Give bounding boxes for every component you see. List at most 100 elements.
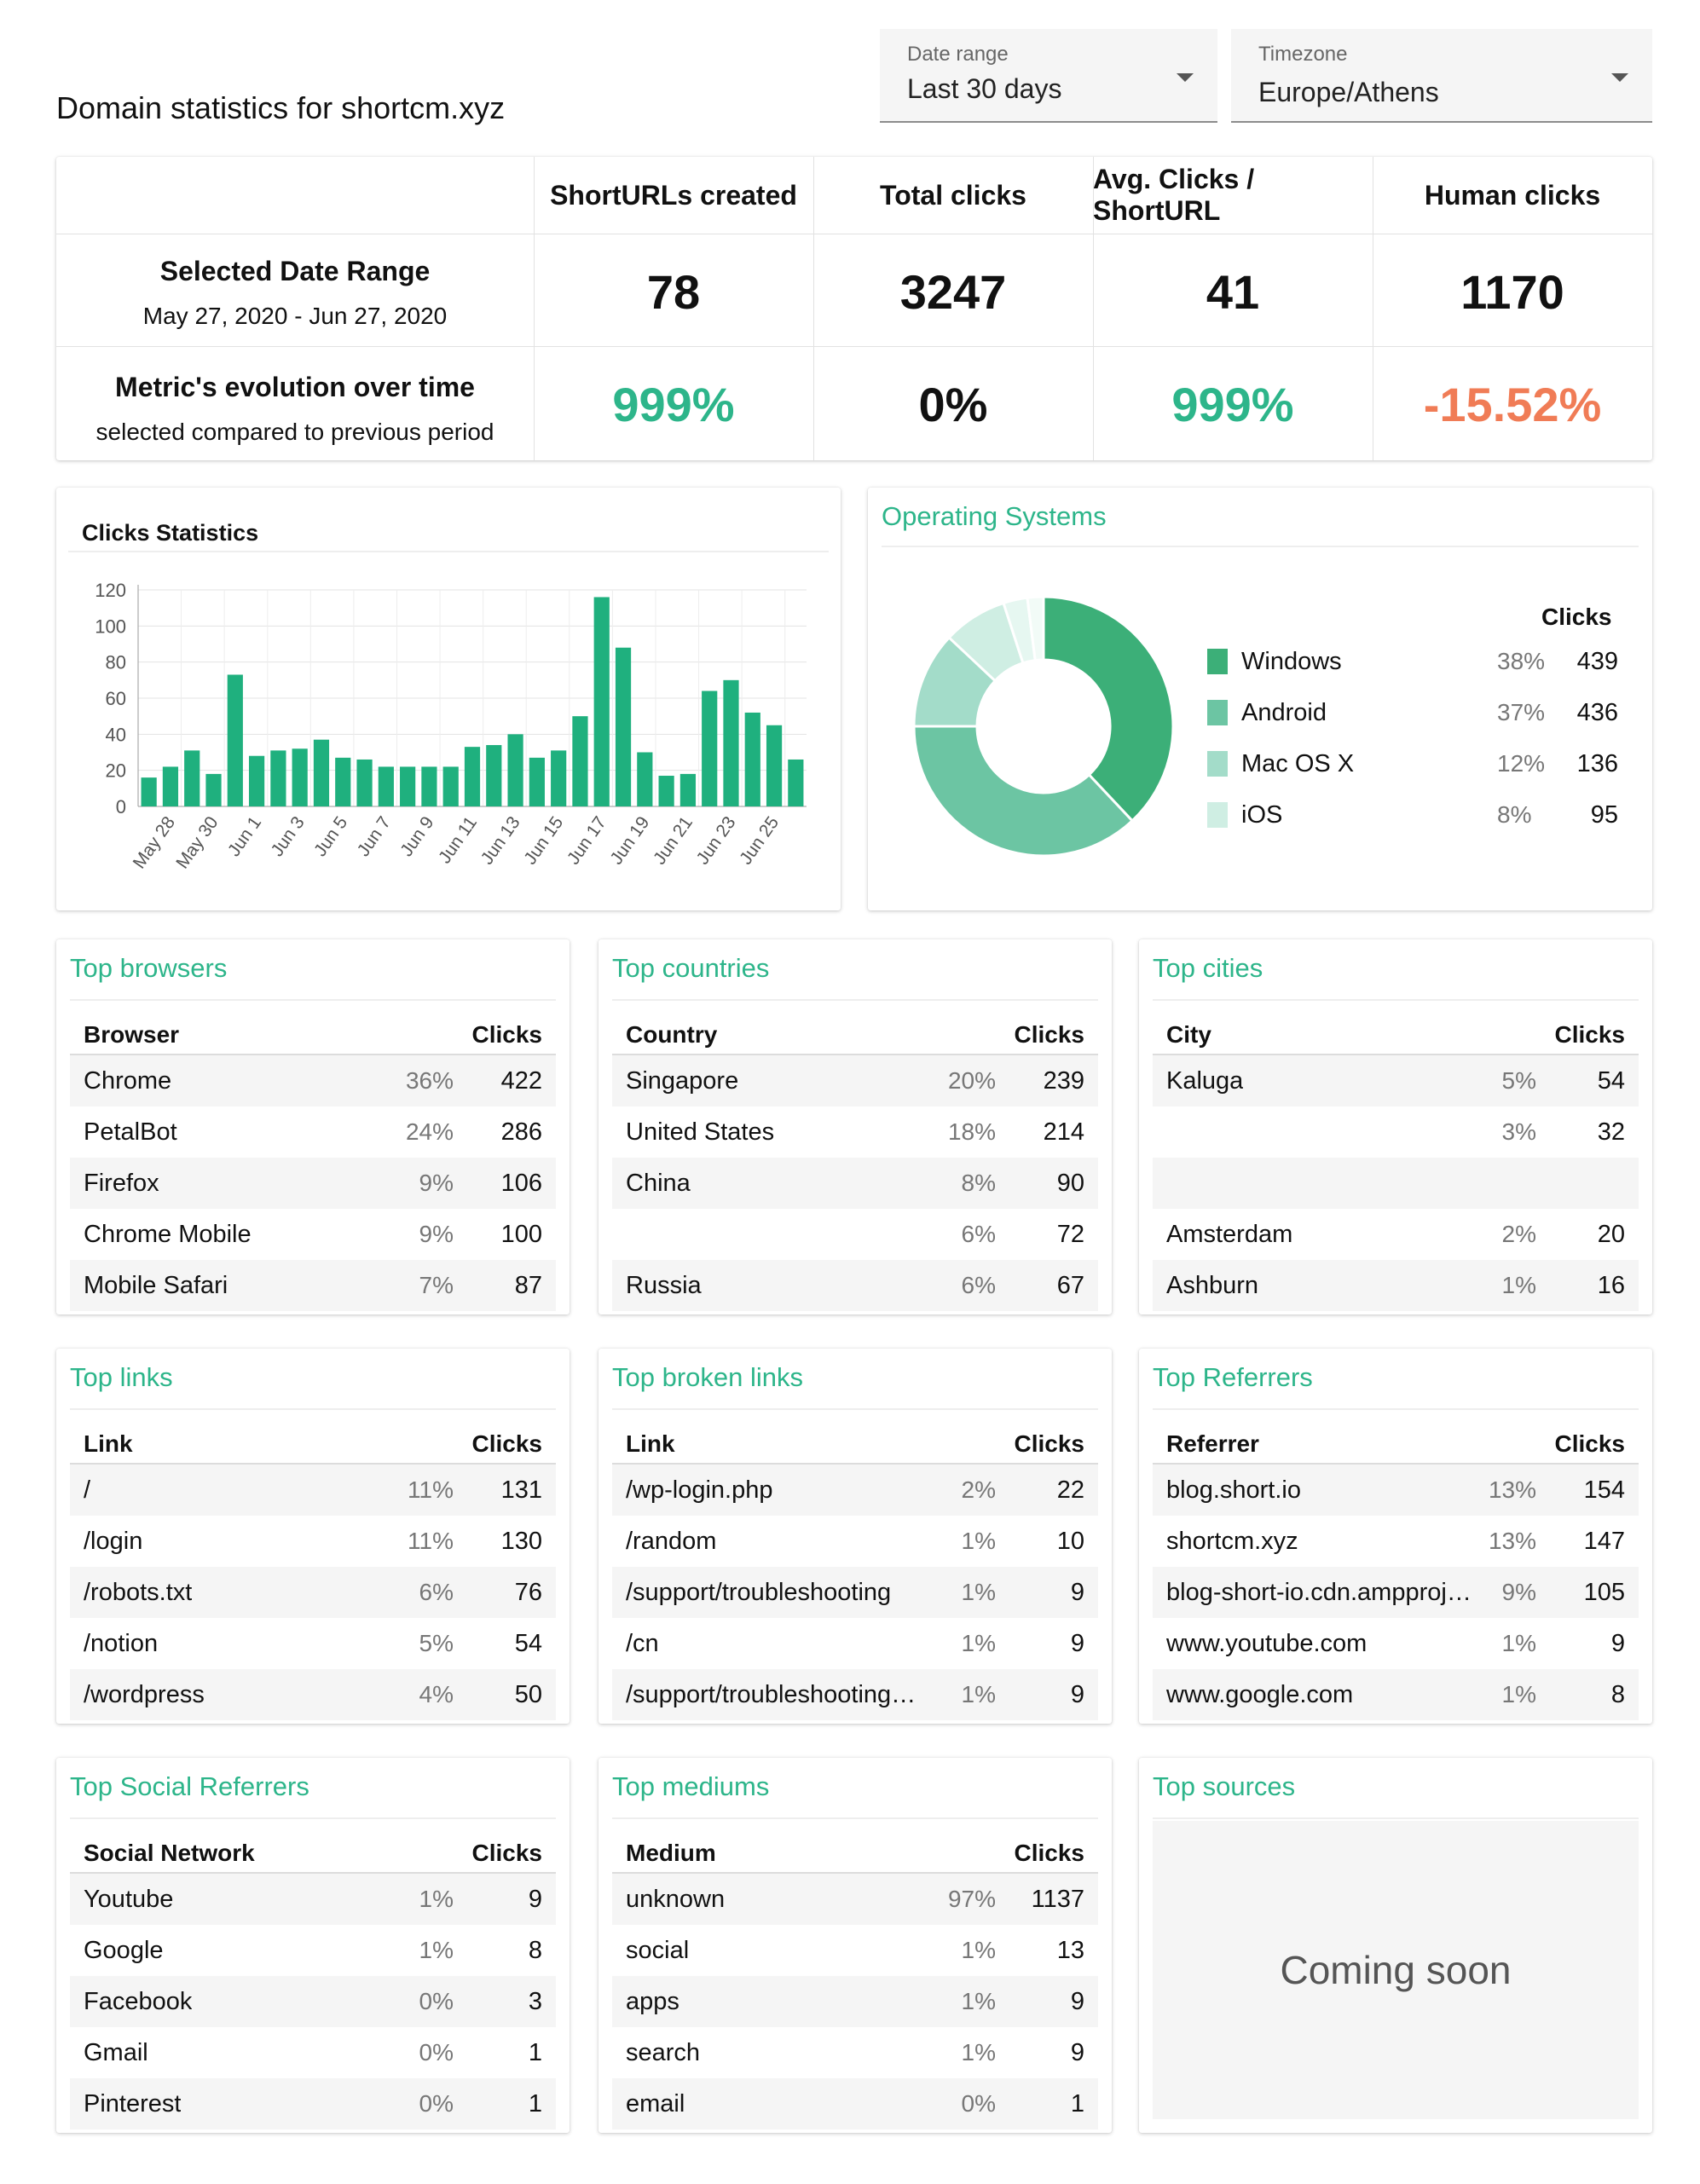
table-row[interactable]: Pinterest 0% 1 bbox=[70, 2078, 556, 2129]
table-row[interactable]: search 1% 9 bbox=[612, 2027, 1098, 2078]
row-percent: 1% bbox=[1501, 1681, 1536, 1707]
table-row[interactable]: /support/troubleshooting 1% 9 bbox=[612, 1567, 1098, 1618]
row-name: unknown bbox=[626, 1886, 726, 1913]
col-clicks-header: Clicks bbox=[1014, 1021, 1085, 1048]
panel-title: Top broken links bbox=[612, 1362, 804, 1392]
row-name: apps bbox=[626, 1988, 679, 2015]
os-clicks: 136 bbox=[1576, 750, 1618, 777]
panel-referrers: Top Referrers Referrer Clicks blog.short.io… bbox=[1139, 1349, 1652, 1724]
table-header: Browser Clicks bbox=[70, 1013, 556, 1055]
legend-swatch bbox=[1207, 649, 1228, 674]
bar bbox=[356, 759, 373, 806]
total-clicks-value: 3247 bbox=[899, 264, 1007, 319]
row-percent: 97% bbox=[947, 1886, 996, 1912]
row-name: www.google.com bbox=[1166, 1681, 1354, 1708]
table-row[interactable]: Russia 6% 67 bbox=[612, 1260, 1098, 1311]
table-row[interactable]: unknown 97% 1137 bbox=[612, 1874, 1098, 1925]
row-percent: 7% bbox=[419, 1272, 454, 1298]
table-row[interactable]: /wp-login.php 2% 22 bbox=[612, 1465, 1098, 1516]
os-percent: 12% bbox=[1497, 750, 1546, 777]
os-name: Android bbox=[1241, 699, 1327, 726]
x-tick-label: Jun 9 bbox=[396, 813, 437, 860]
os-legend-item[interactable]: Windows 38% 439 bbox=[1207, 638, 1618, 689]
row-percent: 13% bbox=[1488, 1528, 1536, 1554]
bar bbox=[637, 752, 653, 806]
table-row[interactable]: social 1% 13 bbox=[612, 1925, 1098, 1976]
table-row[interactable]: /login 11% 130 bbox=[70, 1516, 556, 1567]
row-percent: 11% bbox=[408, 1476, 454, 1503]
row-clicks: 72 bbox=[1056, 1221, 1084, 1248]
row-percent: 4% bbox=[419, 1681, 454, 1707]
y-tick-label: 120 bbox=[95, 580, 126, 601]
donut-slice[interactable] bbox=[1042, 595, 1175, 823]
table-row[interactable]: /random 1% 10 bbox=[612, 1516, 1098, 1567]
table-row[interactable]: Chrome 36% 422 bbox=[70, 1055, 556, 1106]
os-legend-item[interactable]: Mac OS X 12% 136 bbox=[1207, 740, 1618, 791]
table-row[interactable]: apps 1% 9 bbox=[612, 1976, 1098, 2027]
row-clicks: 239 bbox=[1043, 1067, 1084, 1095]
table-row[interactable]: Mobile Safari 7% 87 bbox=[70, 1260, 556, 1311]
row-clicks: 9 bbox=[1070, 1579, 1084, 1606]
bar bbox=[572, 716, 588, 806]
row-percent: 1% bbox=[1501, 1630, 1536, 1656]
table-row[interactable]: /robots.txt 6% 76 bbox=[70, 1567, 556, 1618]
os-legend-item[interactable]: iOS 8% 95 bbox=[1207, 791, 1618, 842]
row-percent: 2% bbox=[1501, 1221, 1536, 1247]
table-row[interactable]: Ashburn 1% 16 bbox=[1153, 1260, 1639, 1311]
row-name: United States bbox=[626, 1118, 775, 1146]
table-row[interactable]: blog.short.io 13% 154 bbox=[1153, 1465, 1639, 1516]
table-row[interactable]: www.google.com 1% 8 bbox=[1153, 1669, 1639, 1720]
x-tick-label: Jun 25 bbox=[736, 813, 783, 869]
table-row[interactable]: email 0% 1 bbox=[612, 2078, 1098, 2129]
table-row[interactable]: /wordpress 4% 50 bbox=[70, 1669, 556, 1720]
table-row[interactable]: /support/troubleshooting… 1% 9 bbox=[612, 1669, 1098, 1720]
x-tick-label: Jun 15 bbox=[520, 813, 567, 869]
table-row[interactable]: Youtube 1% 9 bbox=[70, 1874, 556, 1925]
x-tick-label: Jun 23 bbox=[693, 813, 740, 869]
timezone-select[interactable]: Timezone Europe/Athens bbox=[1231, 29, 1652, 123]
table-row[interactable]: Google 1% 8 bbox=[70, 1925, 556, 1976]
table-row[interactable] bbox=[1153, 1158, 1639, 1209]
table-row[interactable]: 3% 32 bbox=[1153, 1106, 1639, 1158]
date-range-select[interactable]: Date range Last 30 days bbox=[880, 29, 1217, 123]
panel-title: Top Social Referrers bbox=[70, 1771, 309, 1801]
os-legend-item[interactable]: Android 37% 436 bbox=[1207, 689, 1618, 740]
bar bbox=[421, 766, 437, 806]
col-name-header: Social Network bbox=[84, 1840, 255, 1866]
table-row[interactable]: blog-short-io.cdn.ampproj… 9% 105 bbox=[1153, 1567, 1639, 1618]
table-row[interactable]: United States 18% 214 bbox=[612, 1106, 1098, 1158]
row-name: Kaluga bbox=[1166, 1067, 1244, 1095]
table-row[interactable]: Facebook 0% 3 bbox=[70, 1976, 556, 2027]
row-clicks: 87 bbox=[514, 1272, 542, 1299]
table-row[interactable]: /cn 1% 9 bbox=[612, 1618, 1098, 1669]
table-row[interactable]: Gmail 0% 1 bbox=[70, 2027, 556, 2078]
donut-slice[interactable] bbox=[912, 725, 1135, 858]
date-range-value: Last 30 days bbox=[907, 73, 1062, 104]
table-row[interactable]: www.youtube.com 1% 9 bbox=[1153, 1618, 1639, 1669]
donut-slice[interactable] bbox=[1026, 595, 1045, 662]
table-row[interactable]: / 11% 131 bbox=[70, 1465, 556, 1516]
row-percent: 1% bbox=[419, 1886, 454, 1912]
row-name: / bbox=[84, 1476, 91, 1504]
table-row[interactable]: Singapore 20% 239 bbox=[612, 1055, 1098, 1106]
table-row[interactable]: PetalBot 24% 286 bbox=[70, 1106, 556, 1158]
table-row[interactable]: Chrome Mobile 9% 100 bbox=[70, 1209, 556, 1260]
row-clicks: 54 bbox=[1597, 1067, 1625, 1095]
row-percent: 1% bbox=[419, 1937, 454, 1963]
table-row[interactable]: shortcm.xyz 13% 147 bbox=[1153, 1516, 1639, 1567]
table-row[interactable]: China 8% 90 bbox=[612, 1158, 1098, 1209]
row-clicks: 10 bbox=[1056, 1528, 1084, 1555]
table-row[interactable]: Firefox 9% 106 bbox=[70, 1158, 556, 1209]
timezone-label: Timezone bbox=[1258, 43, 1348, 66]
row-clicks: 9 bbox=[1070, 1630, 1084, 1657]
table-row[interactable]: 6% 72 bbox=[612, 1209, 1098, 1260]
row-percent: 18% bbox=[947, 1118, 996, 1145]
os-clicks: 439 bbox=[1576, 648, 1618, 675]
table-row[interactable]: Kaluga 5% 54 bbox=[1153, 1055, 1639, 1106]
row-name: Chrome bbox=[84, 1067, 172, 1095]
table-row[interactable]: Amsterdam 2% 20 bbox=[1153, 1209, 1639, 1260]
row-percent: 1% bbox=[961, 1528, 996, 1554]
row-percent: 11% bbox=[408, 1528, 454, 1554]
table-row[interactable]: /notion 5% 54 bbox=[70, 1618, 556, 1669]
shorturls-created-value: 78 bbox=[646, 264, 701, 319]
